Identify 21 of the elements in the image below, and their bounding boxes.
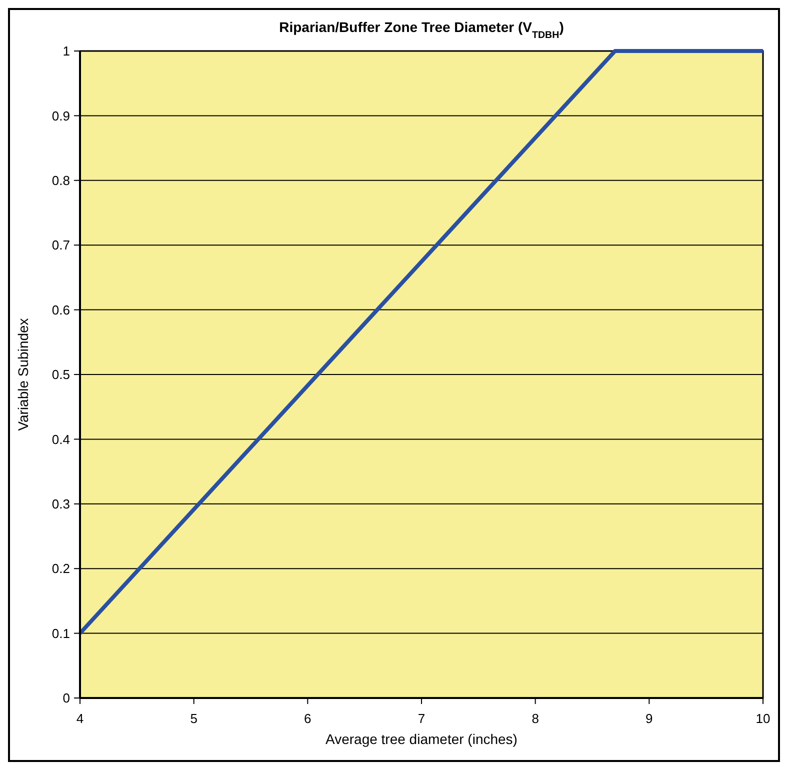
x-tick-label: 4	[76, 711, 84, 726]
x-tick-label: 8	[532, 711, 539, 726]
chart-title: Riparian/Buffer Zone Tree Diameter (V$_{TDBH}$)	[279, 19, 564, 40]
x-tick-label: 6	[304, 711, 312, 726]
x-tick-label: 10	[756, 711, 770, 726]
y-tick-label: 1	[62, 44, 70, 59]
y-tick-label: 0.1	[52, 626, 70, 641]
y-tick-label: 0.2	[52, 561, 70, 576]
y-tick-label: 0.9	[52, 108, 70, 124]
y-tick-label: 0.5	[52, 367, 70, 382]
y-tick-label: 0.3	[52, 496, 70, 512]
x-axis-title: Average tree diameter (inches)	[326, 731, 518, 747]
y-tick-label: 0.6	[52, 302, 70, 318]
x-tick-label: 5	[190, 711, 198, 726]
y-tick-label: 0.4	[52, 432, 70, 447]
y-tick-label: 0	[62, 690, 70, 706]
y-tick-label: 0.8	[52, 172, 70, 188]
x-tick-label: 9	[646, 711, 653, 726]
x-tick-label: 7	[418, 711, 426, 726]
y-tick-label: 0.7	[52, 238, 70, 253]
y-axis-title: Variable Subindex	[15, 318, 31, 431]
